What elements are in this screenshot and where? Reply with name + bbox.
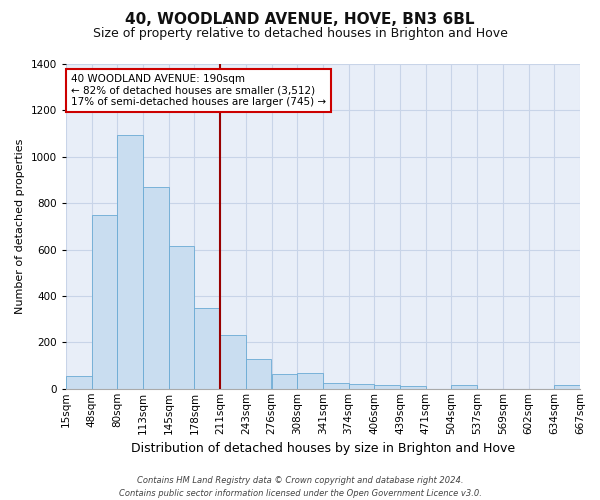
- Bar: [451, 386, 477, 389]
- Bar: [374, 386, 400, 389]
- Bar: [66, 376, 92, 389]
- Bar: [349, 384, 374, 389]
- Bar: [143, 187, 169, 389]
- Y-axis label: Number of detached properties: Number of detached properties: [15, 138, 25, 314]
- Bar: [297, 372, 323, 389]
- Bar: [246, 358, 271, 389]
- Bar: [194, 308, 220, 389]
- Bar: [220, 336, 246, 389]
- Bar: [554, 386, 580, 389]
- X-axis label: Distribution of detached houses by size in Brighton and Hove: Distribution of detached houses by size …: [131, 442, 515, 455]
- Text: 40, WOODLAND AVENUE, HOVE, BN3 6BL: 40, WOODLAND AVENUE, HOVE, BN3 6BL: [125, 12, 475, 28]
- Text: 40 WOODLAND AVENUE: 190sqm
← 82% of detached houses are smaller (3,512)
17% of s: 40 WOODLAND AVENUE: 190sqm ← 82% of deta…: [71, 74, 326, 107]
- Bar: [271, 374, 297, 389]
- Text: Size of property relative to detached houses in Brighton and Hove: Size of property relative to detached ho…: [92, 28, 508, 40]
- Text: Contains HM Land Registry data © Crown copyright and database right 2024.
Contai: Contains HM Land Registry data © Crown c…: [119, 476, 481, 498]
- Bar: [323, 383, 349, 389]
- Bar: [117, 135, 143, 389]
- Bar: [92, 215, 117, 389]
- Bar: [169, 246, 194, 389]
- Bar: [400, 386, 426, 389]
